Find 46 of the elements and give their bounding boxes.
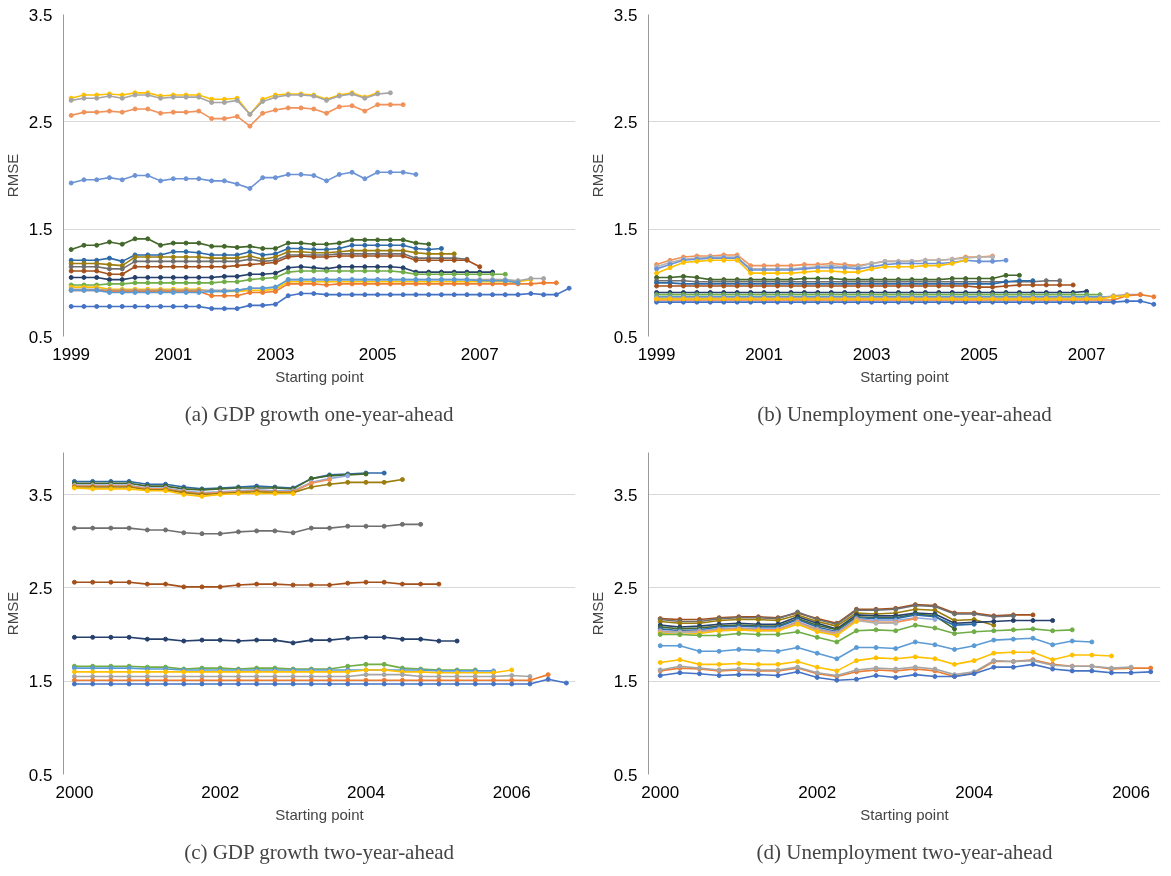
text: (c) GDP growth two-year-ahead — [184, 840, 455, 864]
y-tick-label: 3.5 — [613, 5, 638, 25]
text: (a) GDP growth one-year-ahead — [184, 402, 454, 426]
y-axis-title: RMSE — [588, 153, 606, 198]
text: (d) Unemployment two-year-ahead — [756, 840, 1053, 864]
x-tick-label: 2001 — [154, 344, 193, 364]
x-tick-label: 2006 — [1112, 782, 1150, 802]
x-tick-label: 2000 — [641, 782, 680, 802]
y-tick-label: 0.5 — [613, 327, 638, 347]
x-tick-label: 2001 — [745, 344, 783, 364]
x-tick-label: 2003 — [256, 344, 295, 364]
x-tick-label: 2007 — [1067, 344, 1106, 364]
x-axis-title: Starting point — [275, 367, 365, 385]
text: (b) Unemployment one-year-ahead — [757, 402, 1053, 426]
x-tick-label: 2004 — [347, 782, 385, 802]
y-tick-label: 3.5 — [28, 5, 53, 25]
y-axis-title: RMSE — [3, 153, 21, 198]
x-tick-label: 1999 — [637, 344, 676, 364]
x-tick-label: 2006 — [492, 782, 531, 802]
y-tick-label: 2.5 — [613, 112, 638, 132]
y-tick-label: 2.5 — [613, 578, 638, 598]
y-tick-label: 1.5 — [28, 672, 53, 692]
x-tick-label: 2000 — [55, 782, 94, 802]
x-tick-label: 2003 — [852, 344, 891, 364]
y-tick-label: 1.5 — [28, 220, 53, 240]
x-tick-label: 2007 — [460, 344, 499, 364]
y-tick-label: 0.5 — [28, 765, 53, 785]
y-tick-label: 2.5 — [28, 578, 53, 598]
x-axis-title: Starting point — [860, 805, 950, 823]
y-tick-label: 0.5 — [613, 765, 638, 785]
x-tick-label: 2004 — [955, 782, 994, 802]
x-axis-title: Starting point — [860, 367, 950, 385]
y-tick-label: 1.5 — [613, 672, 638, 692]
y-axis-title: RMSE — [588, 591, 606, 636]
y-axis-title: RMSE — [3, 591, 21, 636]
y-tick-label: 1.5 — [613, 220, 638, 240]
y-tick-label: 2.5 — [28, 112, 53, 132]
x-tick-label: 2002 — [798, 782, 837, 802]
y-tick-label: 0.5 — [28, 327, 53, 347]
x-tick-label: 1999 — [52, 344, 91, 364]
x-tick-label: 2005 — [358, 344, 397, 364]
y-tick-label: 3.5 — [28, 485, 53, 505]
x-axis-title: Starting point — [275, 805, 365, 823]
y-tick-label: 3.5 — [613, 485, 638, 505]
x-tick-label: 2002 — [201, 782, 240, 802]
x-tick-label: 2005 — [960, 344, 998, 364]
